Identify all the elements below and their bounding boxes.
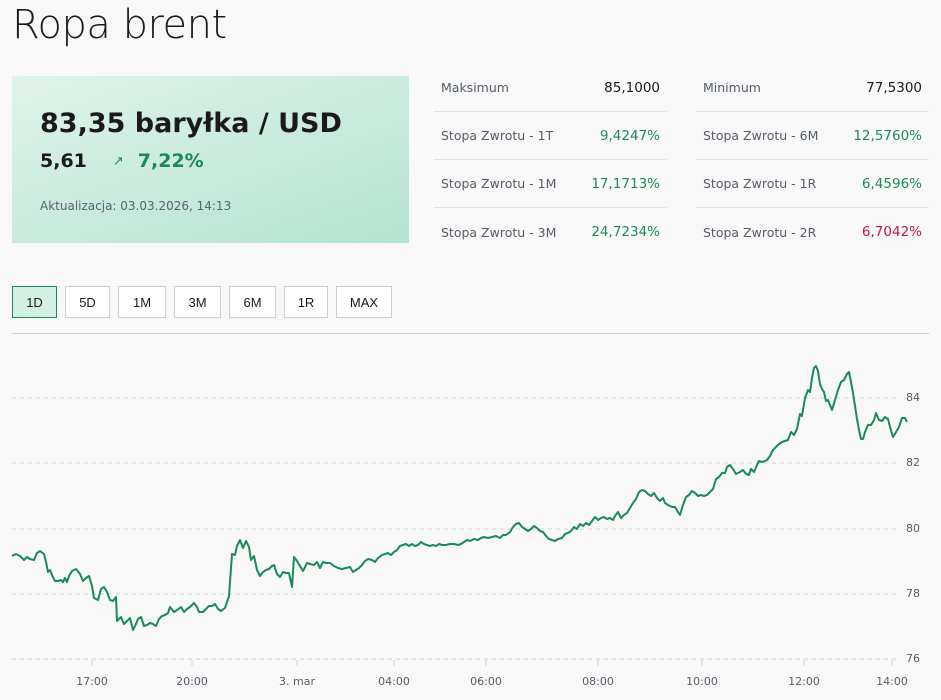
stat-label: Stopa Zwrotu - 1R xyxy=(703,176,817,191)
range-button-max[interactable]: MAX xyxy=(336,286,392,318)
x-ticks xyxy=(91,660,893,666)
x-tick-1700: 17:00 xyxy=(76,675,108,688)
x-tick-1000: 10:00 xyxy=(686,675,718,688)
stat-row-return-6m: Stopa Zwrotu - 6M 12,5760% xyxy=(696,112,929,160)
range-button-3m[interactable]: 3M xyxy=(174,286,221,318)
x-tick-1200: 12:00 xyxy=(788,675,820,688)
gridlines xyxy=(12,397,900,660)
x-tick-0400: 04:00 xyxy=(378,675,410,688)
stat-label: Stopa Zwrotu - 1M xyxy=(441,176,557,191)
stat-value: 77,5300 xyxy=(866,80,922,96)
stat-value: 85,1000 xyxy=(604,80,660,96)
price-chart[interactable]: 84 82 80 78 76 17:00 20:00 3. mar 04:00 … xyxy=(0,334,941,700)
price-card: 83,35 baryłka / USD 5,61 ↗ 7,22% Aktuali… xyxy=(12,76,409,243)
change-row: 5,61 ↗ 7,22% xyxy=(40,150,204,172)
stat-value: 6,7042% xyxy=(861,224,922,240)
range-button-6m[interactable]: 6M xyxy=(229,286,276,318)
x-tick-0800: 08:00 xyxy=(582,675,614,688)
stat-label: Minimum xyxy=(703,80,761,95)
stat-row-return-1w: Stopa Zwrotu - 1T 9,4247% xyxy=(434,112,667,160)
change-percent: 7,22% xyxy=(137,150,204,172)
stat-label: Maksimum xyxy=(441,80,509,95)
stat-row-return-1y: Stopa Zwrotu - 1R 6,4596% xyxy=(696,160,929,208)
stat-value: 17,1713% xyxy=(591,175,660,192)
stat-value: 24,7234% xyxy=(591,224,660,240)
price-line xyxy=(11,365,908,631)
stat-row-return-1m: Stopa Zwrotu - 1M 17,1713% xyxy=(434,160,667,208)
stat-label: Stopa Zwrotu - 1T xyxy=(441,128,554,143)
stats-column-2: Minimum 77,5300 Stopa Zwrotu - 6M 12,576… xyxy=(696,70,929,256)
x-tick-0600: 06:00 xyxy=(470,675,502,688)
stat-row-minimum: Minimum 77,5300 xyxy=(696,70,929,112)
arrow-up-right-icon: ↗ xyxy=(112,153,124,169)
page-title: Ropa brent xyxy=(12,2,227,48)
stat-value: 12,5760% xyxy=(853,127,922,144)
chart-top-separator xyxy=(12,333,929,334)
y-tick-78: 78 xyxy=(906,587,920,600)
x-tick-3-mar: 3. mar xyxy=(279,675,315,688)
x-tick-1400: 14:00 xyxy=(876,675,908,688)
stat-row-return-3m: Stopa Zwrotu - 3M 24,7234% xyxy=(434,208,667,256)
range-button-1r[interactable]: 1R xyxy=(284,286,328,318)
stat-label: Stopa Zwrotu - 3M xyxy=(441,224,557,240)
chart-canvas xyxy=(11,365,908,666)
stat-value: 6,4596% xyxy=(861,175,922,192)
stat-value: 9,4247% xyxy=(599,127,660,144)
stat-row-maximum: Maksimum 85,1000 xyxy=(434,70,667,112)
stat-label: Stopa Zwrotu - 6M xyxy=(703,128,819,143)
change-absolute: 5,61 xyxy=(40,150,87,172)
y-tick-84: 84 xyxy=(906,391,920,404)
stat-row-return-2y: Stopa Zwrotu - 2R 6,7042% xyxy=(696,208,929,256)
last-updated: Aktualizacja: 03.03.2026, 14:13 xyxy=(40,199,232,213)
current-price: 83,35 baryłka / USD xyxy=(40,108,342,139)
x-tick-2000: 20:00 xyxy=(176,675,208,688)
stats-column-1: Maksimum 85,1000 Stopa Zwrotu - 1T 9,424… xyxy=(434,70,667,256)
stat-label: Stopa Zwrotu - 2R xyxy=(703,224,817,240)
y-tick-76: 76 xyxy=(906,652,920,665)
range-button-1m[interactable]: 1M xyxy=(118,286,166,318)
y-tick-82: 82 xyxy=(906,456,920,469)
range-button-5d[interactable]: 5D xyxy=(65,286,110,318)
y-tick-80: 80 xyxy=(906,522,920,535)
range-button-1d[interactable]: 1D xyxy=(12,286,57,318)
range-selector: 1D 5D 1M 3M 6M 1R MAX xyxy=(12,286,392,318)
